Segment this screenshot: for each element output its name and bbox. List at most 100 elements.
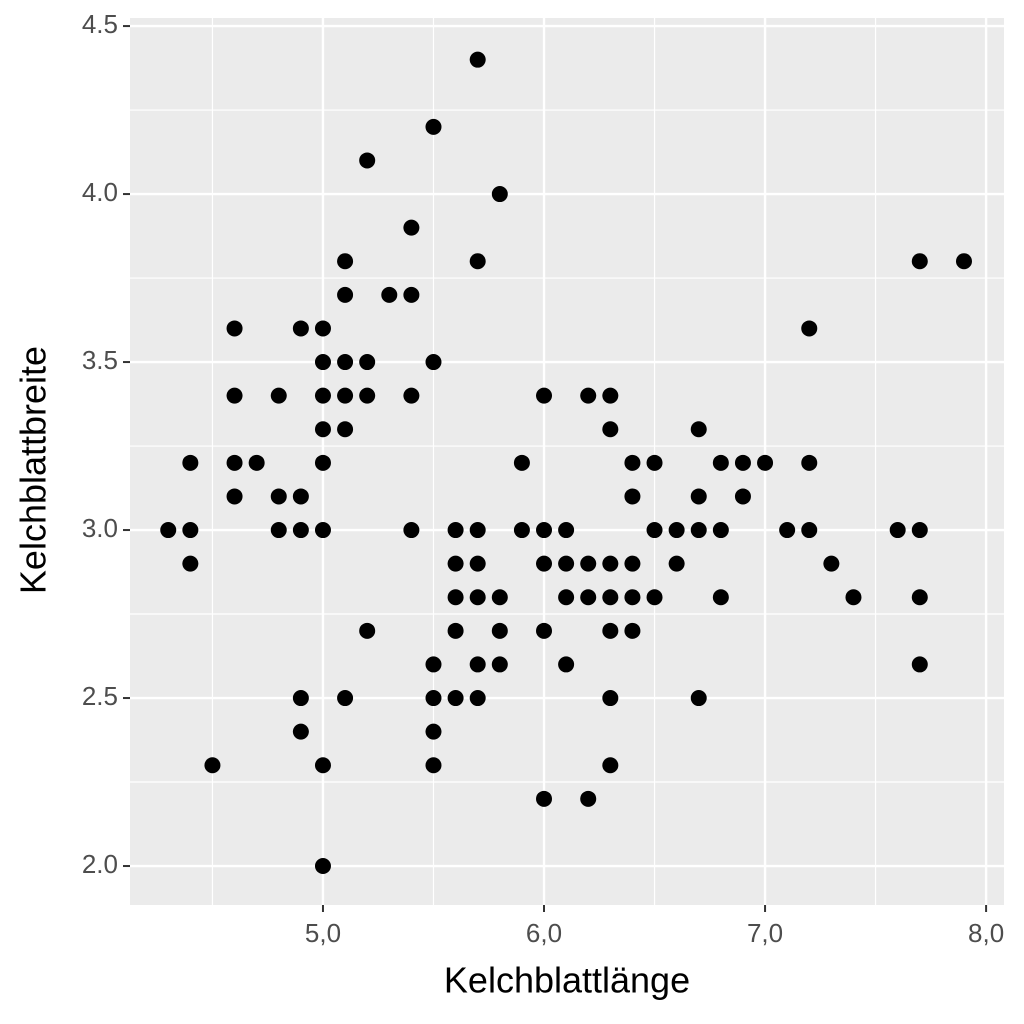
point — [314, 320, 331, 337]
point — [602, 555, 619, 572]
point — [359, 622, 376, 639]
y-tick-label: 2.0 — [82, 849, 118, 879]
point — [668, 555, 685, 572]
point — [690, 690, 707, 707]
y-tick-label: 3.0 — [82, 513, 118, 543]
point — [425, 354, 442, 371]
point — [160, 522, 177, 539]
point — [646, 589, 663, 606]
point — [624, 589, 641, 606]
x-tick-label: 5,0 — [305, 918, 341, 948]
x-tick-label: 8,0 — [968, 918, 1004, 948]
point — [182, 522, 199, 539]
y-tick-label: 4.0 — [82, 177, 118, 207]
point — [757, 454, 774, 471]
point — [911, 253, 928, 270]
point — [403, 522, 420, 539]
point — [779, 522, 796, 539]
point — [226, 320, 243, 337]
point — [226, 387, 243, 404]
point — [889, 522, 906, 539]
point — [469, 51, 486, 68]
point — [447, 589, 464, 606]
point — [314, 387, 331, 404]
point — [314, 522, 331, 539]
point — [955, 253, 972, 270]
point — [690, 522, 707, 539]
point — [182, 454, 199, 471]
point — [845, 589, 862, 606]
point — [602, 589, 619, 606]
point — [602, 421, 619, 438]
point — [712, 454, 729, 471]
point — [469, 656, 486, 673]
point — [226, 454, 243, 471]
point — [801, 522, 818, 539]
point — [403, 219, 420, 236]
point — [536, 555, 553, 572]
point — [580, 589, 597, 606]
point — [270, 488, 287, 505]
point — [469, 589, 486, 606]
point — [270, 387, 287, 404]
point — [270, 522, 287, 539]
point — [690, 488, 707, 505]
point — [226, 488, 243, 505]
point — [624, 488, 641, 505]
point — [337, 387, 354, 404]
point — [558, 522, 575, 539]
point — [712, 522, 729, 539]
point — [558, 589, 575, 606]
point — [447, 555, 464, 572]
point — [381, 286, 398, 303]
point — [469, 555, 486, 572]
point — [425, 757, 442, 774]
point — [602, 622, 619, 639]
point — [292, 690, 309, 707]
point — [248, 454, 265, 471]
point — [911, 589, 928, 606]
panel — [130, 18, 1004, 905]
point — [425, 118, 442, 135]
y-axis-title: Kelchblattbreite — [13, 346, 54, 594]
point — [558, 656, 575, 673]
point — [580, 387, 597, 404]
point — [182, 555, 199, 572]
point — [337, 253, 354, 270]
point — [447, 622, 464, 639]
point — [801, 320, 818, 337]
point — [558, 555, 575, 572]
point — [337, 690, 354, 707]
point — [536, 387, 553, 404]
point — [292, 488, 309, 505]
point — [602, 690, 619, 707]
point — [646, 522, 663, 539]
point — [536, 522, 553, 539]
point — [447, 690, 464, 707]
point — [734, 454, 751, 471]
point — [536, 790, 553, 807]
point — [624, 622, 641, 639]
point — [823, 555, 840, 572]
point — [602, 387, 619, 404]
point — [337, 286, 354, 303]
point — [314, 454, 331, 471]
point — [624, 555, 641, 572]
point — [292, 723, 309, 740]
point — [337, 354, 354, 371]
point — [292, 320, 309, 337]
point — [314, 354, 331, 371]
point — [425, 723, 442, 740]
point — [447, 522, 464, 539]
point — [911, 522, 928, 539]
point — [314, 757, 331, 774]
x-tick-label: 6,0 — [526, 918, 562, 948]
point — [624, 454, 641, 471]
point — [314, 858, 331, 875]
point — [491, 622, 508, 639]
point — [646, 454, 663, 471]
point — [580, 555, 597, 572]
point — [469, 253, 486, 270]
point — [469, 522, 486, 539]
